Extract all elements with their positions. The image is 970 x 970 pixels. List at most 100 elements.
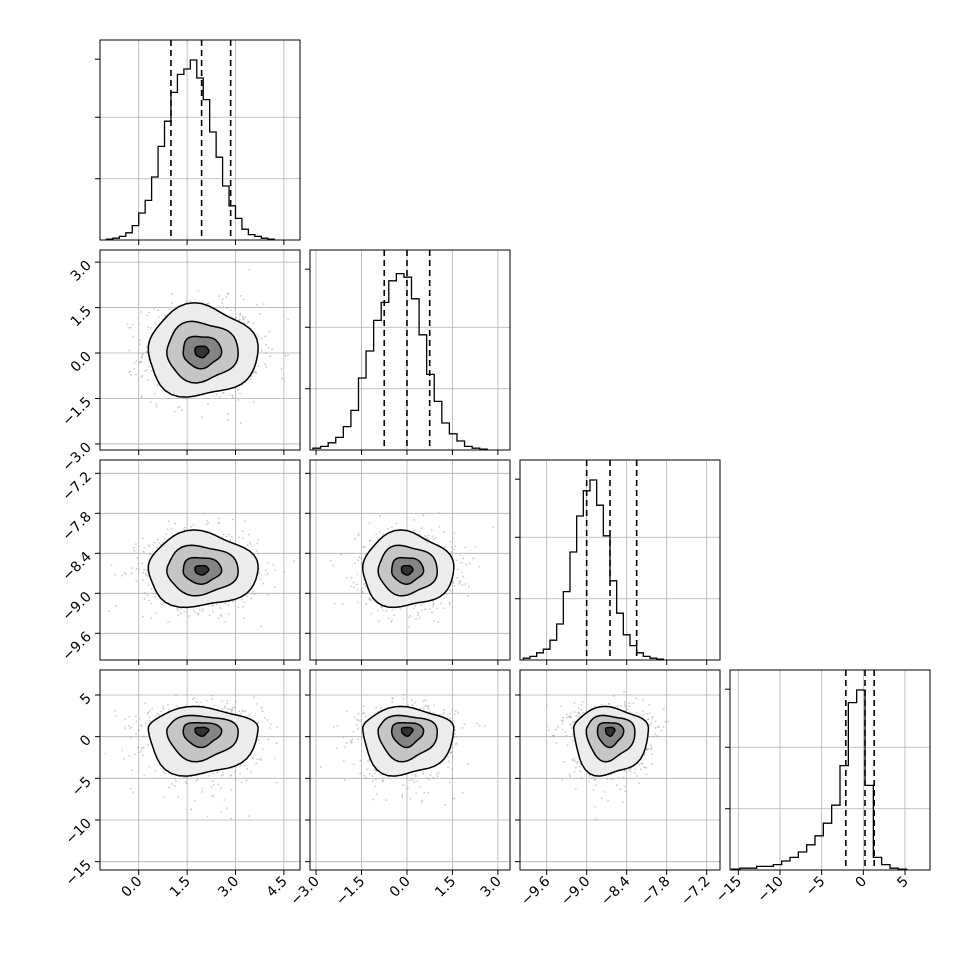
scatter-point [371, 775, 374, 777]
scatter-point [413, 607, 416, 610]
scatter-point [151, 707, 154, 710]
scatter-point [228, 394, 231, 397]
scatter-point [380, 605, 383, 608]
scatter-point [352, 763, 355, 766]
scatter-point [130, 572, 133, 575]
scatter-point [594, 783, 597, 786]
scatter-point [426, 705, 429, 708]
scatter-point [357, 532, 360, 535]
scatter-point [418, 530, 421, 533]
scatter-point [147, 711, 150, 714]
scatter-point [262, 582, 264, 585]
scatter-point [252, 372, 255, 375]
y-tick-label-3-3: 0 [77, 732, 95, 750]
scatter-point [381, 777, 384, 780]
scatter-point [226, 702, 228, 705]
scatter-point [144, 591, 146, 594]
scatter-point [201, 607, 204, 610]
scatter-point [375, 533, 378, 535]
scatter-point [607, 799, 609, 802]
scatter-point [186, 442, 188, 445]
scatter-point [462, 557, 465, 560]
scatter-point [156, 451, 158, 453]
scatter-point [171, 783, 173, 785]
scatter-point [211, 604, 214, 607]
scatter-point [391, 609, 394, 611]
scatter-point [227, 419, 229, 422]
scatter-point [453, 713, 456, 716]
scatter-point [138, 360, 141, 363]
scatter-point [335, 747, 338, 750]
scatter-point [452, 720, 455, 723]
scatter-point [413, 518, 415, 521]
scatter-point [269, 723, 272, 725]
scatter-point [140, 724, 143, 727]
scatter-point [222, 391, 225, 394]
scatter-point [432, 776, 435, 779]
scatter-point [255, 371, 258, 374]
scatter-point [235, 316, 237, 319]
scatter-point [381, 609, 384, 612]
scatter-point [210, 786, 213, 788]
scatter-point [453, 584, 456, 587]
scatter-point [193, 696, 196, 699]
scatter-point [199, 701, 202, 703]
scatter-point [154, 612, 157, 614]
scatter-point [159, 710, 162, 713]
scatter-point [167, 621, 169, 623]
scatter-point [267, 346, 270, 349]
scatter-point [150, 602, 153, 605]
scatter-point [222, 533, 225, 536]
scatter-point [147, 584, 150, 587]
contour-line-1 [182, 721, 223, 749]
scatter-point [345, 710, 348, 713]
scatter-point [205, 396, 208, 399]
scatter-point [174, 785, 177, 787]
scatter-point [168, 786, 171, 789]
scatter-point [158, 541, 161, 544]
scatter-point [155, 405, 158, 408]
scatter-point [170, 293, 173, 296]
scatter-point [478, 724, 481, 727]
scatter-point [422, 771, 425, 773]
scatter-point [287, 353, 289, 356]
scatter-point [246, 595, 249, 598]
scatter-point [135, 579, 138, 582]
scatter-point [192, 523, 195, 526]
scatter-point [148, 360, 150, 363]
scatter-point [361, 712, 364, 715]
scatter-point [472, 557, 475, 560]
scatter-point [153, 308, 155, 311]
scatter-point [167, 708, 170, 710]
scatter-point [249, 377, 252, 380]
scatter-point [162, 771, 165, 774]
scatter-point [230, 789, 233, 791]
scatter-point [450, 751, 453, 754]
x-tick-label-1-0: −3.0 [288, 874, 323, 909]
scatter-point [423, 791, 426, 794]
scatter-point [448, 603, 451, 606]
scatter-point [422, 707, 425, 709]
scatter-point [253, 696, 256, 699]
scatter-point [380, 706, 383, 709]
scatter-point [158, 713, 160, 716]
scatter-point [451, 756, 454, 758]
scatter-point [452, 580, 454, 583]
scatter-point [194, 799, 196, 802]
scatter-point [353, 716, 356, 719]
scatter-point [201, 609, 204, 612]
scatter-point [364, 602, 367, 605]
scatter-point [650, 721, 653, 724]
y-tick-label-1-2: 0.0 [68, 349, 95, 376]
scatter-point [468, 585, 470, 588]
panel-frame-3-0 [99, 669, 301, 871]
scatter-point [387, 617, 390, 620]
scatter-point [570, 727, 573, 730]
scatter-point [220, 615, 223, 618]
scatter-point [453, 532, 456, 535]
scatter-point [574, 787, 577, 790]
scatter-point [355, 724, 358, 726]
scatter-point [246, 322, 249, 325]
contour-line-2 [377, 714, 438, 763]
scatter-point [367, 760, 369, 763]
